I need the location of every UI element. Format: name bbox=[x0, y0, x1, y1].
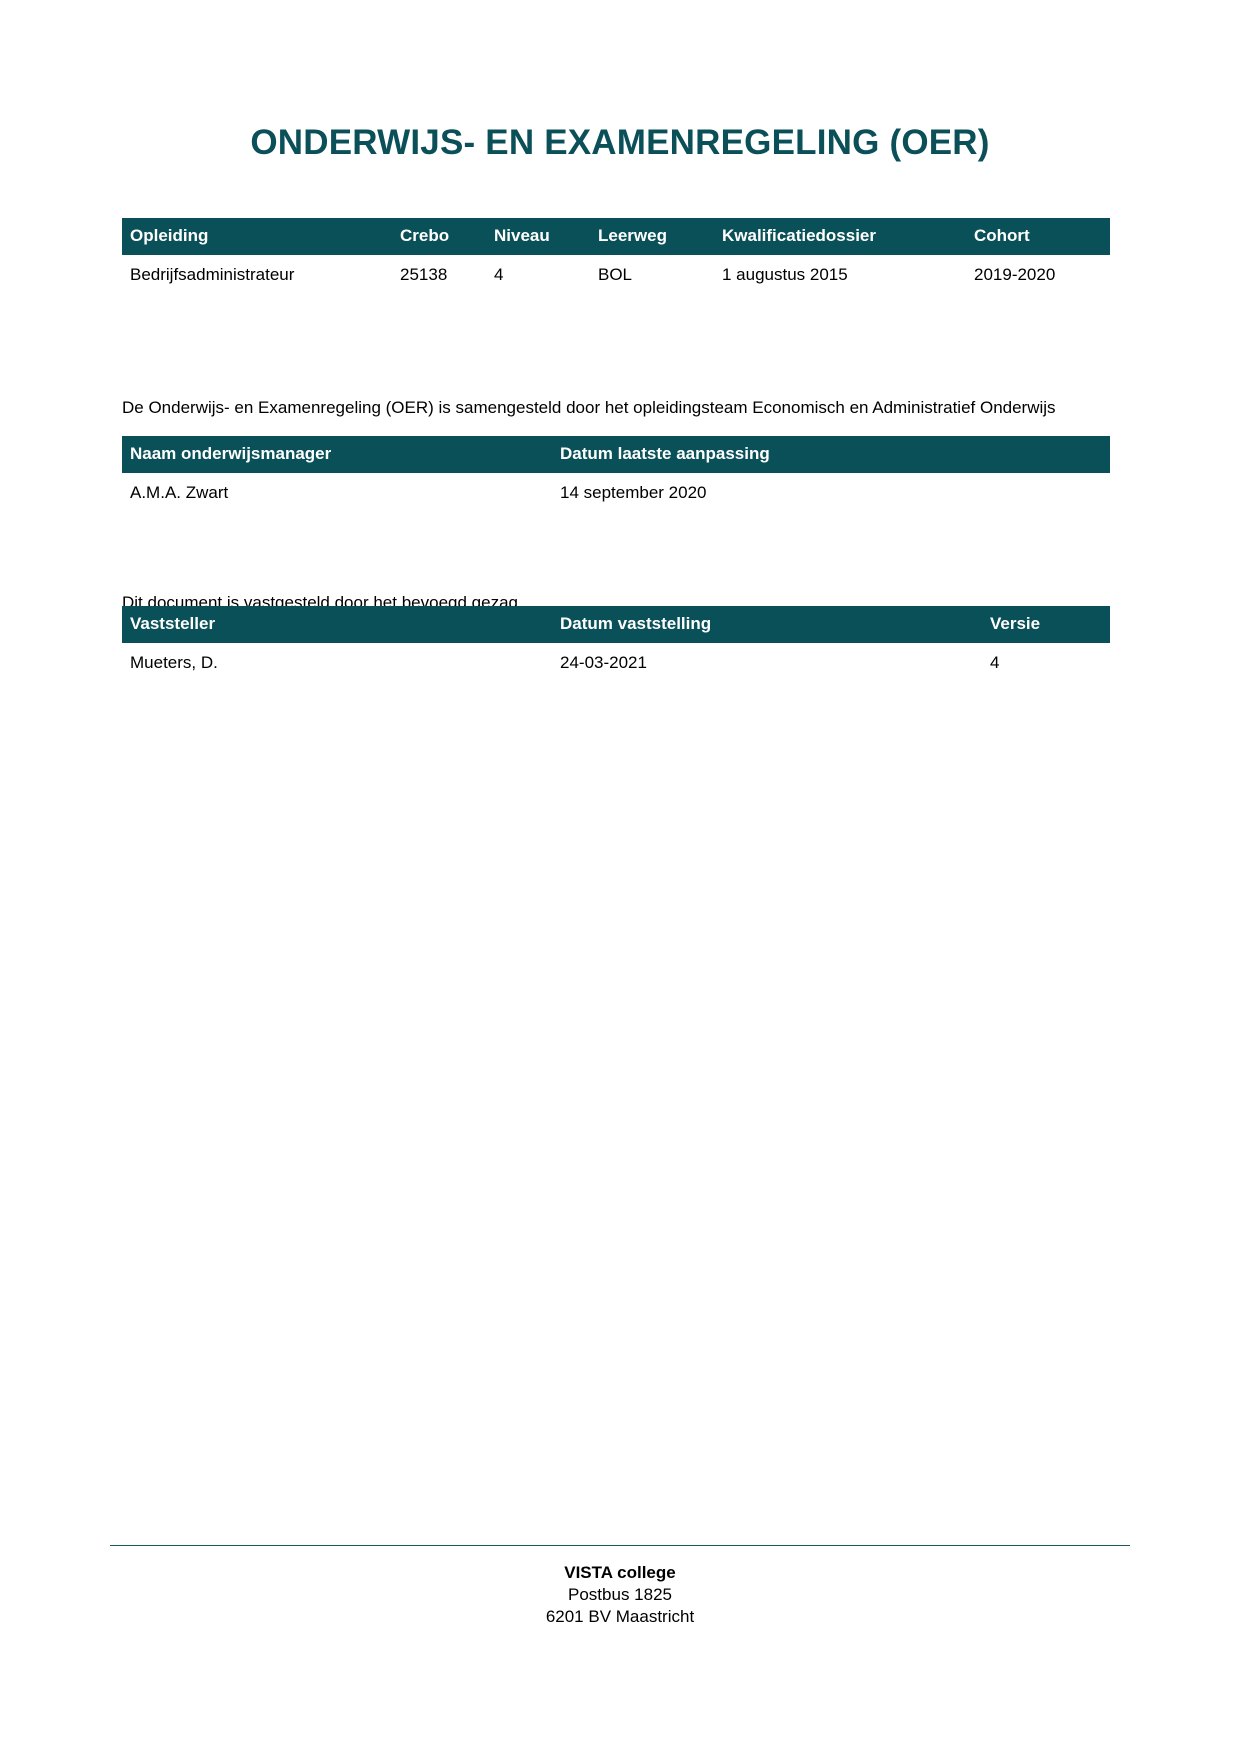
column-header-vaststeller: Vaststeller bbox=[122, 606, 560, 643]
footer-address-line-1: Postbus 1825 bbox=[568, 1585, 672, 1604]
column-header-leerweg: Leerweg bbox=[598, 218, 722, 255]
table-row: A.M.A. Zwart 14 september 2020 bbox=[122, 473, 1110, 513]
column-header-naam-onderwijsmanager: Naam onderwijsmanager bbox=[122, 436, 560, 473]
table-row: Bedrijfsadministrateur 25138 4 BOL 1 aug… bbox=[122, 255, 1110, 295]
column-header-crebo: Crebo bbox=[400, 218, 494, 255]
cell-niveau: 4 bbox=[494, 255, 598, 295]
opleiding-table: Opleiding Crebo Niveau Leerweg Kwalifica… bbox=[122, 218, 1110, 295]
cell-naam-onderwijsmanager: A.M.A. Zwart bbox=[122, 473, 560, 513]
paragraph-samengesteld: De Onderwijs- en Examenregeling (OER) is… bbox=[122, 398, 1056, 417]
cell-vaststeller: Mueters, D. bbox=[122, 643, 560, 683]
cell-versie: 4 bbox=[990, 643, 1110, 683]
cell-leerweg: BOL bbox=[598, 255, 722, 295]
page-title: ONDERWIJS- EN EXAMENREGELING (OER) bbox=[250, 123, 990, 163]
column-header-niveau: Niveau bbox=[494, 218, 598, 255]
table-header-row: Naam onderwijsmanager Datum laatste aanp… bbox=[122, 436, 1110, 473]
table-header-row: Opleiding Crebo Niveau Leerweg Kwalifica… bbox=[122, 218, 1110, 255]
table-header-row: Vaststeller Datum vaststelling Versie bbox=[122, 606, 1110, 643]
cell-crebo: 25138 bbox=[400, 255, 494, 295]
cell-kwalificatiedossier: 1 augustus 2015 bbox=[722, 255, 974, 295]
column-header-datum-vaststelling: Datum vaststelling bbox=[560, 606, 990, 643]
page-footer: VISTA college Postbus 1825 6201 BV Maast… bbox=[0, 1562, 1240, 1628]
column-header-cohort: Cohort bbox=[974, 218, 1110, 255]
footer-divider bbox=[110, 1545, 1130, 1546]
column-header-kwalificatiedossier: Kwalificatiedossier bbox=[722, 218, 974, 255]
column-header-datum-laatste-aanpassing: Datum laatste aanpassing bbox=[560, 436, 1110, 473]
footer-address-line-2: 6201 BV Maastricht bbox=[545, 1607, 695, 1626]
cell-datum-laatste-aanpassing: 14 september 2020 bbox=[560, 473, 1110, 513]
table-row: Mueters, D. 24-03-2021 4 bbox=[122, 643, 1110, 683]
column-header-opleiding: Opleiding bbox=[122, 218, 400, 255]
column-header-versie: Versie bbox=[990, 606, 1110, 643]
cell-datum-vaststelling: 24-03-2021 bbox=[560, 643, 990, 683]
footer-organisation: VISTA college bbox=[564, 1563, 676, 1582]
vaststeller-table: Vaststeller Datum vaststelling Versie Mu… bbox=[122, 606, 1110, 683]
cell-opleiding: Bedrijfsadministrateur bbox=[122, 255, 400, 295]
onderwijsmanager-table: Naam onderwijsmanager Datum laatste aanp… bbox=[122, 436, 1110, 513]
cell-cohort: 2019-2020 bbox=[974, 255, 1110, 295]
